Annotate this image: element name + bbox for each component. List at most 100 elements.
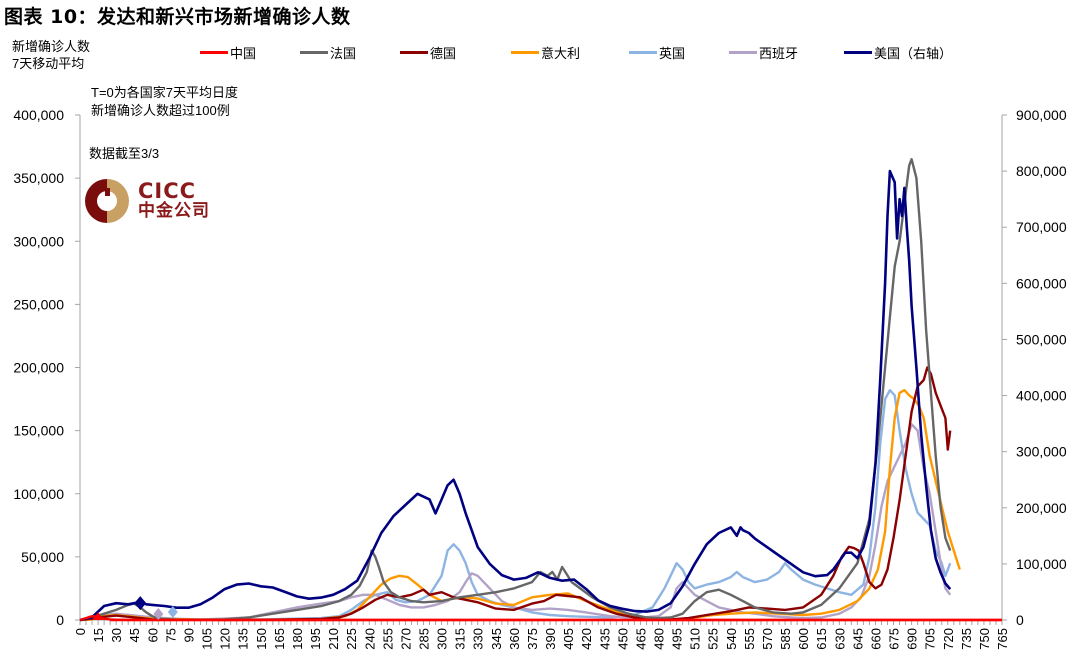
data-cutoff-note: 数据截至3/3 [89,146,160,161]
legend-item-italy: 意大利 [511,43,580,62]
legend-swatch-icon [511,51,539,54]
spain-marker-icon [153,608,164,620]
uk-marker-icon [167,606,178,618]
x-tick-label: 480 [652,628,667,650]
x-tick-label: 180 [290,628,305,650]
x-tick-label: 765 [995,628,1010,650]
annotation-line1: T=0为各国家7天平均日度 [91,85,238,100]
y-axis-label: 新增确诊人数 7天移动平均 [12,38,90,72]
y-left-tick-label: 50,000 [21,549,64,565]
series-line [79,157,952,622]
y-left-tick-label: 100,000 [13,486,64,502]
x-tick-label: 675 [887,628,902,650]
x-tick-label: 585 [778,628,793,650]
y-right-tick-label: 0 [1016,612,1024,628]
series-line [79,389,952,622]
cicc-logo: CICC 中金公司 [84,178,210,224]
legend-label: 西班牙 [759,46,799,61]
legend-swatch-icon [400,51,428,54]
x-tick-label: 255 [380,628,395,650]
chart-title: 图表 10：发达和新兴市场新增确诊人数 [4,6,351,28]
legend-label: 英国 [659,46,686,61]
x-tick-label: 120 [218,628,233,650]
y-left-tick-label: 250,000 [13,296,64,312]
x-tick-label: 435 [597,628,612,650]
x-tick-label: 465 [633,628,648,650]
axes: 0 50,000 100,000 150,000 200,000 250,000 300,0… [13,107,1066,650]
legend-item-spain: 西班牙 [729,43,798,62]
legend-label: 美国（右轴） [874,46,953,61]
y-left-tick-label: 350,000 [13,170,64,186]
x-tick-label: 735 [959,628,974,650]
x-tick-label: 240 [362,628,377,650]
x-tick-label: 300 [435,628,450,650]
legend-item-usa: 美国（右轴） [844,43,952,62]
y-right-tick-label: 100,000 [1016,556,1067,572]
x-tick-label: 315 [453,628,468,650]
x-tick-label: 135 [236,628,251,650]
legend-label: 德国 [430,46,457,61]
x-tick-label: 420 [579,628,594,650]
legend-label: 中国 [230,46,257,61]
x-tick-label: 90 [181,628,196,642]
logo-text: CICC 中金公司 [138,181,210,221]
x-tick-label: 15 [91,628,106,642]
x-tick-label: 660 [868,628,883,650]
series-line [79,366,952,622]
x-tick-label: 0 [73,628,88,635]
x-tick-label: 750 [977,628,992,650]
y-right-tick-label: 700,000 [1016,219,1067,235]
x-tick-label: 165 [272,628,287,650]
legend-item-germany: 德国 [400,43,456,62]
y-axis-label-line1: 新增确诊人数 [12,39,91,54]
y-right-tick-label: 400,000 [1016,388,1067,404]
y-left-tick-label: 300,000 [13,233,64,249]
x-tick-label: 495 [670,628,685,650]
x-tick-label: 330 [471,628,486,650]
x-tick-label: 360 [507,628,522,650]
x-tick-label: 45 [127,628,142,642]
x-tick-label: 525 [706,628,721,650]
legend-swatch-icon [729,51,757,54]
annotation-line2: 新增确诊人数超过100例 [91,103,230,118]
x-tick-label: 705 [923,628,938,650]
x-tick-label: 720 [941,628,956,650]
x-tick-label: 30 [109,628,124,642]
x-tick-label: 615 [814,628,829,650]
x-tick-label: 150 [254,628,269,650]
x-tick-label: 390 [543,628,558,650]
x-tick-label: 690 [905,628,920,650]
legend-label: 意大利 [541,46,581,61]
annotation-note: T=0为各国家7天平均日度 新增确诊人数超过100例 [91,84,238,120]
legend-item-uk: 英国 [629,43,685,62]
x-tick-label: 540 [724,628,739,650]
y-right-tick-label: 200,000 [1016,500,1067,516]
y-axis-label-line2: 7天移动平均 [12,56,85,71]
y-right-tick-label: 600,000 [1016,275,1067,291]
legend-item-france: 法国 [300,43,356,62]
series-lines [79,157,1002,622]
legend-item-china: 中国 [200,43,256,62]
x-tick-label: 630 [832,628,847,650]
y-left-tick-label: 400,000 [13,107,64,123]
x-tick-label: 210 [326,628,341,650]
legend-swatch-icon [629,51,657,54]
x-tick-label: 195 [308,628,323,650]
logo-cn: 中金公司 [138,201,210,220]
series-line [79,169,952,622]
series-line [79,423,952,622]
x-tick-label: 570 [760,628,775,650]
x-tick-label: 405 [561,628,576,650]
cicc-logo-icon [85,179,129,223]
x-tick-label: 285 [416,628,431,650]
y-left-tick-label: 0 [56,612,64,628]
y-right-tick-label: 900,000 [1016,107,1067,123]
legend-swatch-icon [200,51,228,54]
y-right-tick-label: 500,000 [1016,331,1067,347]
x-tick-label: 555 [742,628,757,650]
x-tick-label: 225 [344,628,359,650]
x-tick-label: 450 [615,628,630,650]
x-tick-label: 375 [525,628,540,650]
legend-swatch-icon [844,51,872,54]
